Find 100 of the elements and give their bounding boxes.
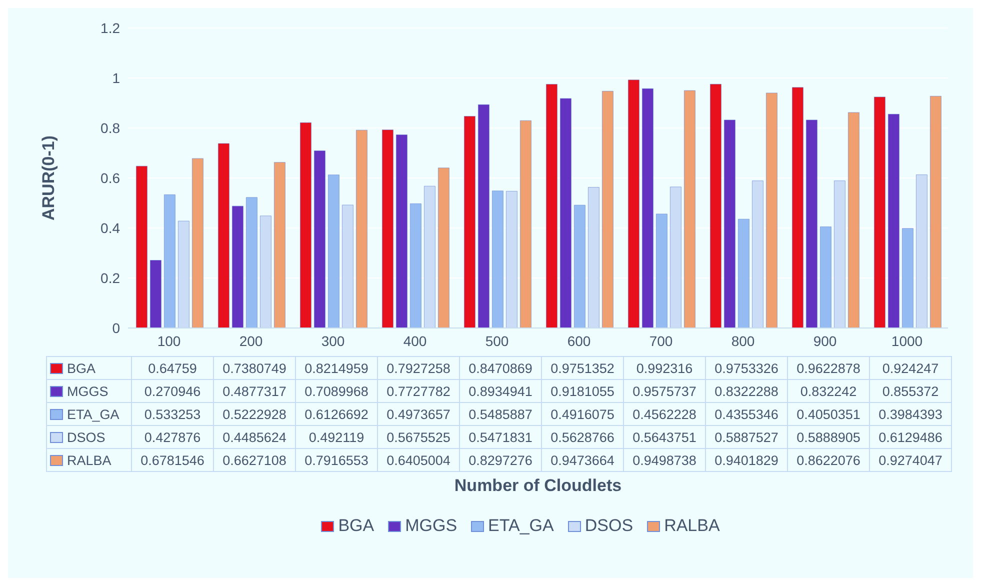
data-label: 0.832242 (788, 380, 870, 402)
bar (328, 174, 340, 328)
y-tick-label: 0.8 (100, 120, 120, 136)
bar (848, 112, 860, 328)
text: DSOS (584, 516, 634, 535)
y-tick-label: 0.2 (100, 270, 120, 286)
x-tick-label: 1000 (891, 332, 923, 349)
x-tick-label: 700 (649, 332, 673, 349)
data-label: 0.924247 (870, 356, 952, 380)
data-label: 0.4355346 (706, 402, 788, 426)
data-label: 0.5675525 (378, 426, 460, 448)
data-label: 0.4050351 (788, 402, 870, 426)
data-label: 0.427876 (132, 426, 214, 448)
bar (724, 120, 736, 328)
bar (150, 260, 162, 328)
legend-label: DSOS (46, 426, 132, 448)
data-label: 0.9575737 (624, 380, 706, 402)
bar (232, 206, 244, 328)
data-label: 0.7089968 (296, 380, 378, 402)
data-label: 0.4485624 (214, 426, 296, 448)
bar (464, 116, 476, 328)
x-tick-label: 600 (567, 332, 591, 349)
legend-label: MGGS (46, 380, 132, 402)
bar (642, 88, 654, 328)
bar (888, 114, 900, 328)
x-tick-label: 400 (403, 332, 427, 349)
legend-label: BGA (46, 356, 132, 380)
bar (874, 96, 886, 328)
data-label: 0.7727782 (378, 380, 460, 402)
data-label: 0.5628766 (542, 426, 624, 448)
bar (766, 92, 778, 328)
data-label: 0.4916075 (542, 402, 624, 426)
bar (218, 143, 230, 328)
data-label: 0.7916553 (296, 448, 378, 472)
text: RALBA (664, 516, 720, 535)
data-label: 0.9473664 (542, 448, 624, 472)
data-label: 0.270946 (132, 380, 214, 402)
text: ETA_GA (488, 516, 554, 535)
bar (656, 214, 668, 328)
data-label: 0.492119 (296, 426, 378, 448)
bar (792, 87, 804, 328)
bar (192, 158, 204, 328)
bar (136, 166, 148, 328)
data-label: 0.8622076 (788, 448, 870, 472)
bar (314, 150, 326, 328)
data-label: 0.5471831 (460, 426, 542, 448)
x-tick-label: 300 (321, 332, 345, 349)
y-tick-label: 0.6 (100, 170, 120, 186)
x-tick-label: 900 (813, 332, 837, 349)
bar (438, 168, 450, 328)
x-tick-label: 800 (731, 332, 755, 349)
data-label: 0.5485887 (460, 402, 542, 426)
y-tick-label: 0 (112, 320, 120, 336)
bar (492, 190, 504, 328)
bar (396, 134, 408, 328)
bar (164, 194, 176, 328)
data-label: 0.9274047 (870, 448, 952, 472)
data-label: 0.6129486 (870, 426, 952, 448)
bar (628, 80, 640, 328)
y-axis-title: ARUR(0-1) (39, 136, 58, 220)
data-label: 0.9751352 (542, 356, 624, 380)
data-label: 0.992316 (624, 356, 706, 380)
bar (806, 120, 818, 328)
text: Number of Cloudlets (453, 476, 623, 496)
data-label: 0.8297276 (460, 448, 542, 472)
data-label: 0.64759 (132, 356, 214, 380)
data-label: 0.855372 (870, 380, 952, 402)
bar (382, 130, 394, 328)
bar (246, 197, 258, 328)
text: BGA (338, 516, 374, 535)
x-tick-label: 200 (239, 332, 263, 349)
data-label: 0.9498738 (624, 448, 706, 472)
data-label: 0.5888905 (788, 426, 870, 448)
data-label: 0.6405004 (378, 448, 460, 472)
data-label: 0.3984393 (870, 402, 952, 426)
data-label: 0.8322288 (706, 380, 788, 402)
bar (410, 204, 422, 328)
bar (684, 90, 696, 328)
data-label: 0.7380749 (214, 356, 296, 380)
data-label: 0.9181055 (542, 380, 624, 402)
text: MGGS (405, 516, 458, 535)
bar (546, 84, 558, 328)
legend-label: RALBA (46, 448, 132, 472)
bar (356, 130, 368, 328)
x-tick-label: 100 (157, 332, 181, 349)
legend-label: ETA_GA (46, 402, 132, 426)
y-tick-label: 1 (112, 70, 120, 86)
bar (710, 84, 722, 328)
data-label: 0.6627108 (214, 448, 296, 472)
y-tick-label: 0.4 (100, 220, 120, 236)
data-label: 0.9753326 (706, 356, 788, 380)
data-label: 0.5643751 (624, 426, 706, 448)
data-label: 0.4562228 (624, 402, 706, 426)
bar (738, 218, 750, 328)
bar (520, 120, 532, 328)
data-label: 0.8470869 (460, 356, 542, 380)
data-label: 0.533253 (132, 402, 214, 426)
data-label: 0.6781546 (132, 448, 214, 472)
y-tick-label: 1.2 (100, 20, 120, 36)
data-label: 0.7927258 (378, 356, 460, 380)
